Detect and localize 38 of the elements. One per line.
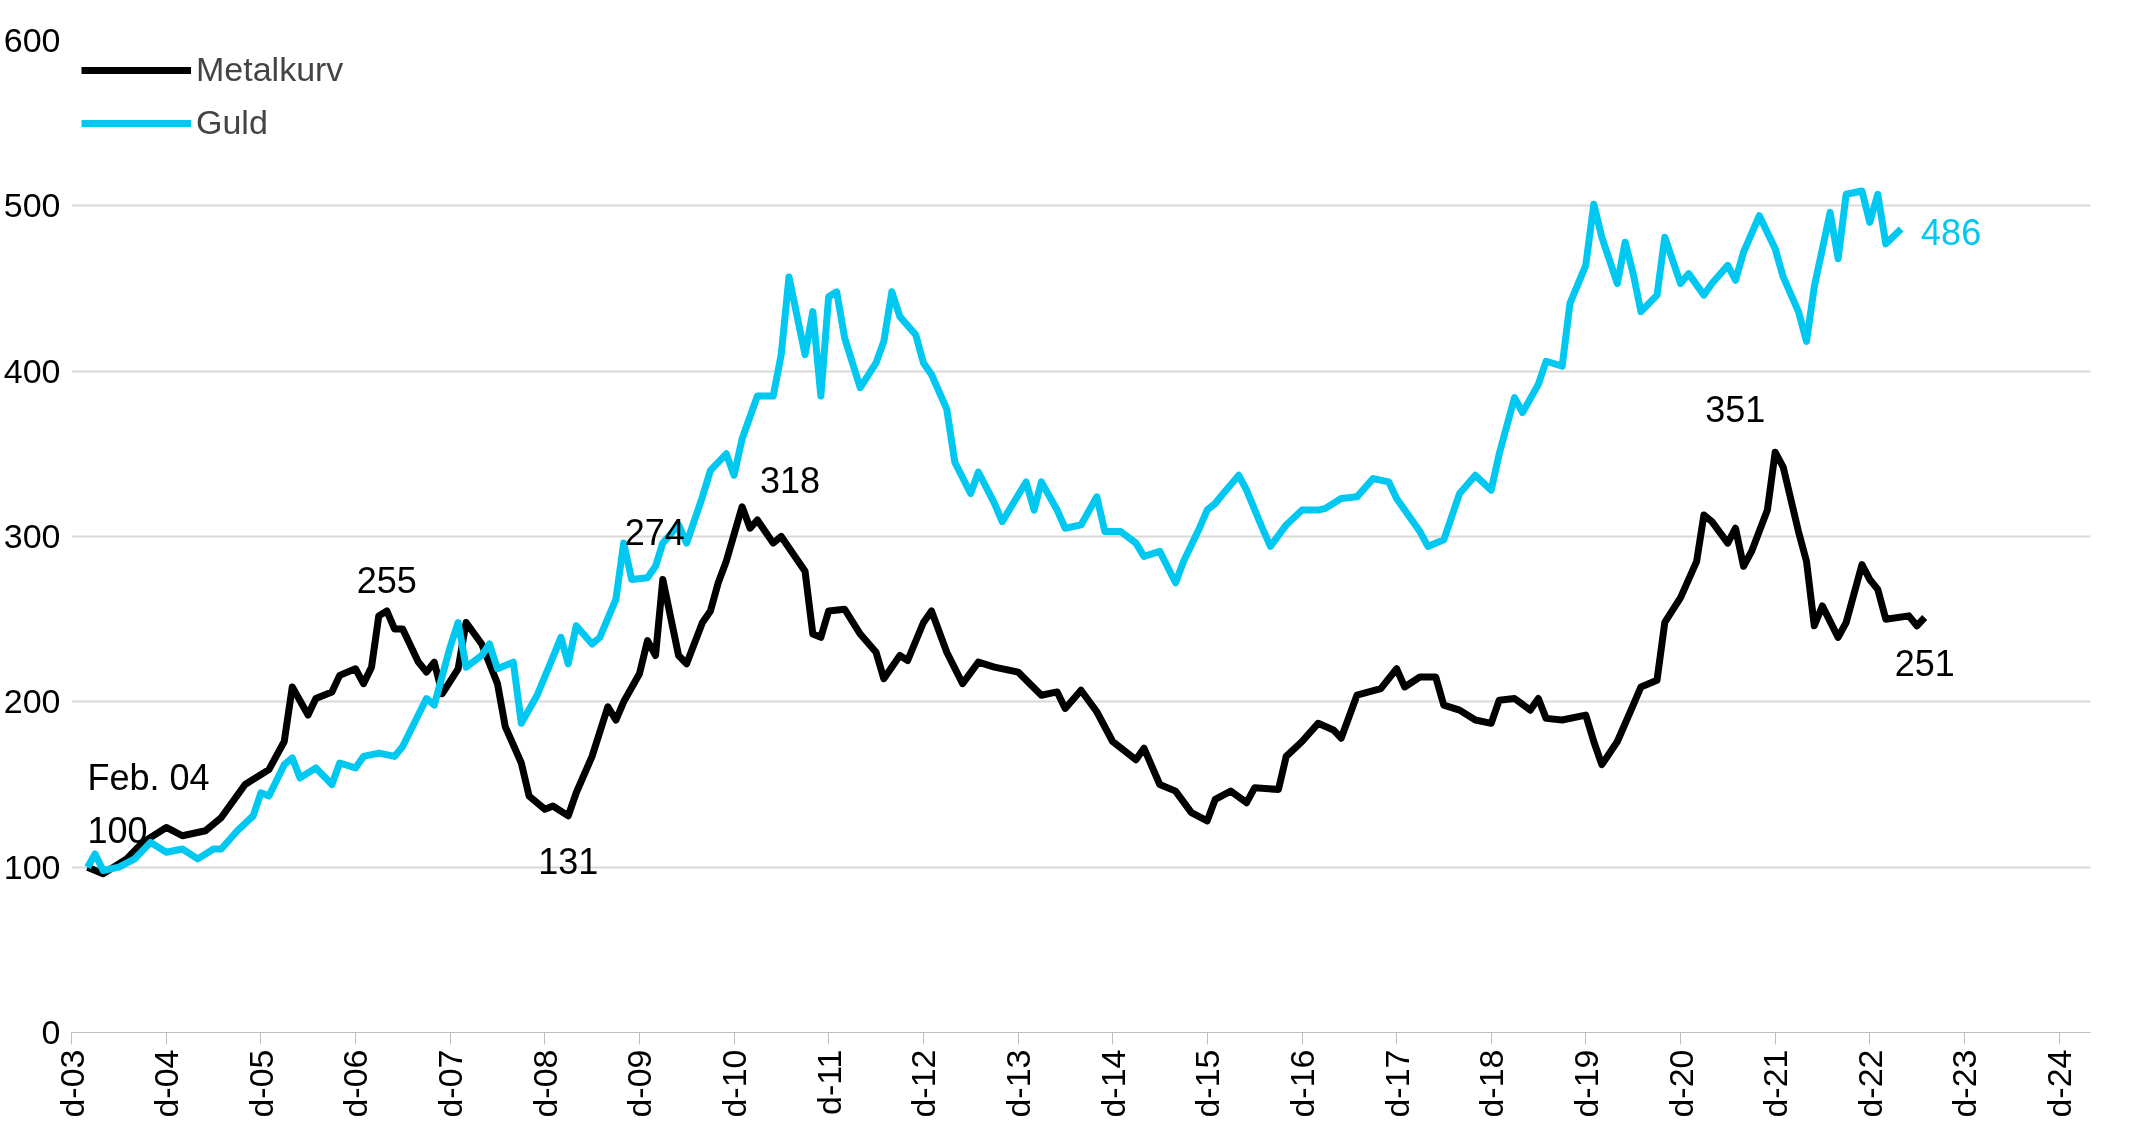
data-label: 255 [356,559,417,601]
data-label: 486 [1921,211,1982,253]
x-tick-label: d-07 [431,1049,470,1118]
x-tick-label: d-04 [147,1049,186,1118]
y-tick-label: 100 [3,847,61,886]
data-label: 318 [760,459,821,501]
y-tick-label: 400 [3,351,61,390]
x-tick-label: d-20 [1661,1049,1700,1118]
y-tick-label: 0 [41,1013,61,1051]
x-tick-label: d-05 [241,1049,280,1118]
y-tick-label: 300 [3,517,61,555]
x-tick-label: d-14 [1093,1049,1132,1118]
data-label: 251 [1894,642,1955,684]
legend-label: Guld [196,103,268,142]
data-label: 131 [538,840,599,882]
x-tick-label: d-17 [1377,1049,1416,1118]
x-tick-label: d-10 [715,1049,754,1118]
x-tick-label: d-23 [1945,1049,1984,1118]
x-tick-label: d-03 [52,1049,91,1118]
x-tick-label: d-12 [904,1049,943,1118]
data-label: Feb. 04 100 [87,756,210,852]
x-tick-label: d-21 [1756,1049,1795,1118]
x-tick-label: d-18 [1472,1049,1511,1118]
x-tick-label: d-16 [1283,1049,1322,1118]
y-tick-label: 200 [3,682,61,721]
x-tick-label: d-09 [620,1049,659,1118]
x-tick-label: d-22 [1850,1049,1889,1118]
legend-label: Metalkurv [196,50,344,89]
x-tick-label: d-19 [1566,1049,1605,1118]
data-label: 351 [1705,389,1766,431]
y-tick-label: 500 [3,186,61,225]
x-tick-label: d-13 [999,1049,1038,1118]
x-tick-label: d-15 [1188,1049,1227,1118]
x-tick-label: d-24 [2040,1049,2079,1118]
y-tick-label: 600 [3,21,61,59]
x-tick-label: d-08 [525,1049,564,1118]
x-tick-label: d-06 [336,1049,375,1118]
x-tick-label: d-11 [809,1049,848,1116]
